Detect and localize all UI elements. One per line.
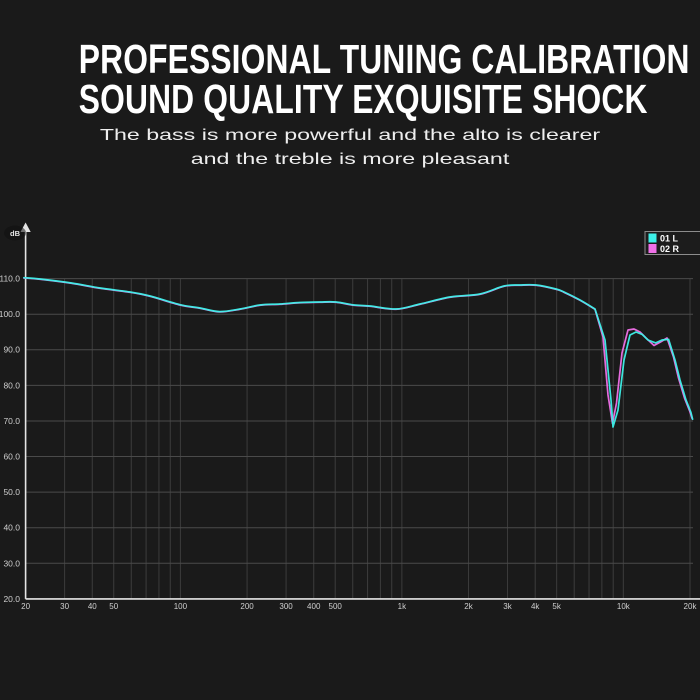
svg-text:50.0: 50.0 [3,487,20,497]
svg-text:01 L: 01 L [660,234,679,244]
svg-text:2k: 2k [464,602,473,611]
svg-text:10k: 10k [617,602,631,611]
svg-text:60.0: 60.0 [3,452,20,462]
svg-text:50: 50 [109,602,118,611]
svg-text:40: 40 [88,602,97,611]
svg-text:3k: 3k [503,602,512,611]
svg-text:300: 300 [279,602,293,611]
svg-text:400: 400 [307,602,321,611]
svg-text:30: 30 [60,602,69,611]
svg-text:5k: 5k [552,602,561,611]
svg-text:500: 500 [329,602,343,611]
svg-text:110.0: 110.0 [0,274,20,284]
svg-text:20.0: 20.0 [3,594,20,604]
svg-text:20k: 20k [684,602,698,611]
svg-text:100: 100 [174,602,188,611]
svg-text:200: 200 [240,602,254,611]
svg-text:02 R: 02 R [660,244,680,254]
svg-text:1k: 1k [398,602,407,611]
svg-text:dB: dB [10,229,21,238]
svg-text:20: 20 [21,602,30,611]
svg-text:100.0: 100.0 [0,309,20,319]
svg-text:40.0: 40.0 [3,523,20,533]
svg-text:80.0: 80.0 [3,380,20,390]
svg-text:70.0: 70.0 [3,416,20,426]
svg-text:4k: 4k [531,602,540,611]
svg-text:30.0: 30.0 [3,558,20,568]
svg-text:90.0: 90.0 [3,345,20,355]
